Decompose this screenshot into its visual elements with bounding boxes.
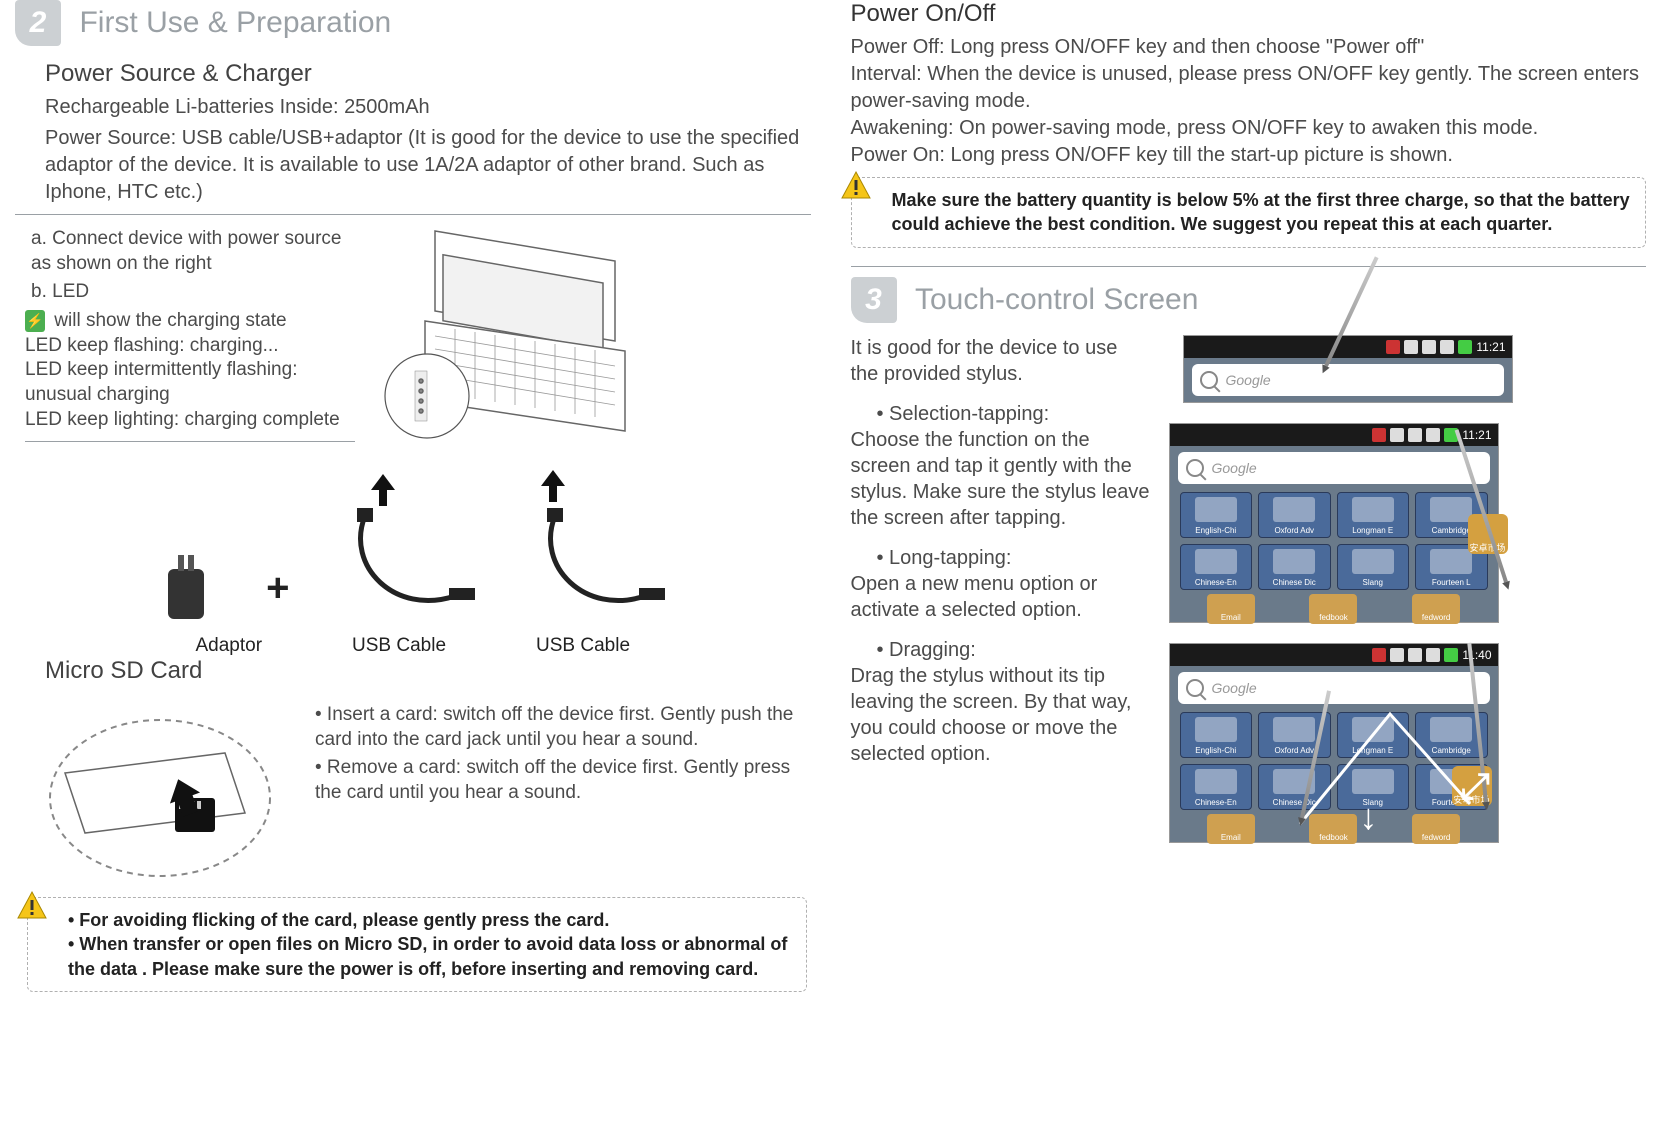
notification-icon xyxy=(1372,648,1386,662)
usb-cable-label-2: USB Cable xyxy=(536,635,630,657)
warning-icon xyxy=(16,890,48,922)
cable-illustration-row: + xyxy=(15,506,811,631)
status-bar: 11:40 xyxy=(1170,644,1498,666)
search-bar: Google xyxy=(1178,452,1490,484)
sd-heading: Micro SD Card xyxy=(45,657,811,685)
section-3-badge: 3 xyxy=(851,277,897,323)
sd-warning-2: • When transfer or open files on Micro S… xyxy=(68,932,792,981)
divider xyxy=(851,266,1647,267)
section-2-header: 2 First Use & Preparation xyxy=(15,0,811,46)
search-icon xyxy=(1200,371,1218,389)
search-status-icon xyxy=(1408,428,1422,442)
app-icon: fedword xyxy=(1412,594,1460,624)
app-grid: English-Chi Oxford Adv Longman E Cambrid… xyxy=(1170,484,1498,594)
awakening-text: Awakening: On power-saving mode, press O… xyxy=(851,115,1647,142)
touch-intro: It is good for the device to use the pro… xyxy=(851,335,1151,387)
led-solid: LED keep lighting: charging complete xyxy=(25,408,355,433)
app-icon: English-Chi xyxy=(1180,712,1253,758)
device-keyboard-illustration xyxy=(355,221,655,461)
arrow-down-icon: ↓ xyxy=(1360,796,1378,838)
divider xyxy=(15,214,811,215)
power-source-heading: Power Source & Charger xyxy=(45,60,811,88)
search-status-icon xyxy=(1422,340,1436,354)
battery-charging-icon xyxy=(25,310,45,332)
status-bar: 11:21 xyxy=(1170,424,1498,446)
notification-icon xyxy=(1386,340,1400,354)
wifi-icon xyxy=(1426,648,1440,662)
status-time: 11:40 xyxy=(1462,648,1491,662)
power-onoff-heading: Power On/Off xyxy=(851,0,1647,28)
search-icon xyxy=(1186,459,1204,477)
sd-card-illustration xyxy=(45,703,295,883)
screenshot-tap: 11:21 Google xyxy=(1183,335,1513,403)
app-icon: English-Chi xyxy=(1180,492,1253,538)
sd-remove-text: • Remove a card: switch off the device f… xyxy=(315,756,811,805)
bottom-app-row: Email fedbook fedword xyxy=(1170,594,1498,630)
search-bar: Google xyxy=(1178,672,1490,704)
search-placeholder: Google xyxy=(1226,372,1271,388)
divider xyxy=(25,441,355,442)
mail-icon xyxy=(1404,340,1418,354)
arrow-diagonal-icon: ⤢ xyxy=(1461,765,1490,808)
status-time: 11:21 xyxy=(1462,428,1491,442)
interval-text: Interval: When the device is unused, ple… xyxy=(851,61,1647,115)
plus-icon: + xyxy=(266,566,289,611)
warning-icon xyxy=(840,170,872,202)
adaptor-label: Adaptor xyxy=(195,635,262,657)
arrow-up-icon xyxy=(535,468,571,504)
power-source-line1: Rechargeable Li-batteries Inside: 2500mA… xyxy=(45,94,811,121)
selection-tapping-body: Choose the function on the screen and ta… xyxy=(851,427,1151,531)
long-tapping-title: • Long-tapping: xyxy=(851,545,1151,571)
search-bar: Google xyxy=(1192,364,1504,396)
app-icon: Email xyxy=(1207,814,1255,844)
led-note: will show the charging state xyxy=(54,310,286,331)
section-2-title: First Use & Preparation xyxy=(79,6,391,40)
mail-icon xyxy=(1390,648,1404,662)
app-icon: Oxford Adv xyxy=(1258,492,1331,538)
status-bar: 11:21 xyxy=(1184,336,1512,358)
battery-icon xyxy=(1458,340,1472,354)
app-icon: Email xyxy=(1207,594,1255,624)
app-icon: fedbook xyxy=(1309,594,1357,624)
wifi-icon xyxy=(1440,340,1454,354)
adaptor-icon xyxy=(150,551,220,631)
step-a: a. Connect device with power source as s… xyxy=(31,227,355,276)
usb-cable-label-1: USB Cable xyxy=(352,635,446,657)
notification-icon xyxy=(1372,428,1386,442)
app-icon: Chinese-En xyxy=(1180,544,1253,590)
dragging-body: Drag the stylus without its tip leaving … xyxy=(851,663,1151,767)
usb-cable-icon xyxy=(335,506,485,626)
step-b: b. LED xyxy=(31,280,355,305)
search-placeholder: Google xyxy=(1212,680,1257,696)
app-icon: Chinese Dic xyxy=(1258,544,1331,590)
screenshot-drag: 11:40 Google English-Chi Oxford Adv Long… xyxy=(1169,643,1499,843)
dragging-title: • Dragging: xyxy=(851,637,1151,663)
app-icon: Slang xyxy=(1337,544,1410,590)
mail-icon xyxy=(1390,428,1404,442)
app-icon: Chinese-En xyxy=(1180,764,1253,810)
selection-tapping-title: • Selection-tapping: xyxy=(851,401,1151,427)
search-status-icon xyxy=(1408,648,1422,662)
screenshot-longtap: 11:21 Google English-Chi Oxford Adv Long… xyxy=(1169,423,1499,623)
search-icon xyxy=(1186,679,1204,697)
led-flashing: LED keep flashing: charging... xyxy=(25,334,355,359)
usb-cable-icon xyxy=(525,506,675,626)
search-placeholder: Google xyxy=(1212,460,1257,476)
section-3-title: Touch-control Screen xyxy=(915,283,1198,317)
battery-icon xyxy=(1444,648,1458,662)
wifi-icon xyxy=(1426,428,1440,442)
status-time: 11:21 xyxy=(1476,340,1505,354)
arrow-up-icon xyxy=(365,472,401,508)
app-icon: Longman E xyxy=(1337,492,1410,538)
long-tapping-body: Open a new menu option or activate a sel… xyxy=(851,571,1151,623)
power-source-line2: Power Source: USB cable/USB+adaptor (It … xyxy=(45,125,811,206)
power-off-text: Power Off: Long press ON/OFF key and the… xyxy=(851,34,1647,61)
sd-warning-1: • For avoiding flicking of the card, ple… xyxy=(68,908,792,932)
led-intermittent: LED keep intermittently flashing: unusua… xyxy=(25,358,355,407)
battery-warning-text: Make sure the battery quantity is below … xyxy=(892,190,1630,234)
sd-insert-text: • Insert a card: switch off the device f… xyxy=(315,703,811,752)
power-on-text: Power On: Long press ON/OFF key till the… xyxy=(851,142,1647,169)
section-2-badge: 2 xyxy=(15,0,61,46)
